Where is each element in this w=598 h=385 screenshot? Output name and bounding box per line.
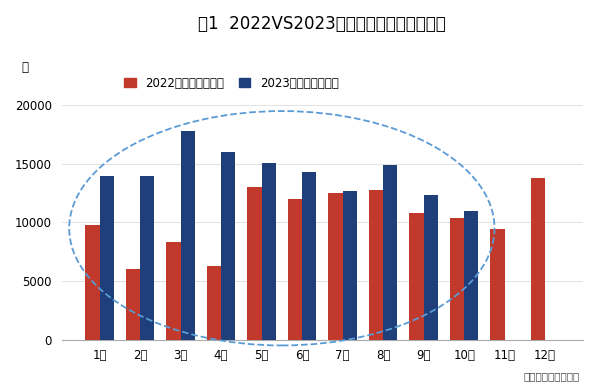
Bar [248,187,261,340]
Bar [328,193,343,340]
Bar [221,152,235,340]
Bar [181,131,195,340]
Text: 数据来源：隆众资讯: 数据来源：隆众资讯 [524,371,580,381]
Title: 图1  2022VS2023中国环氧树脂出口量对比: 图1 2022VS2023中国环氧树脂出口量对比 [199,15,446,33]
Bar [86,225,100,340]
Legend: 2022年出口量（吨）, 2023年出口量（吨）: 2022年出口量（吨）, 2023年出口量（吨） [124,77,338,90]
Bar [464,211,478,340]
Bar [207,266,221,340]
Bar [369,189,383,340]
Bar [531,178,545,340]
Bar [490,229,505,340]
Bar [288,199,302,340]
Bar [140,176,154,340]
Bar [383,165,397,340]
Bar [410,213,423,340]
Bar [450,218,464,340]
Bar [166,242,181,340]
Bar [343,191,357,340]
Bar [423,196,438,340]
Y-axis label: 吨: 吨 [22,61,29,74]
Bar [126,269,140,340]
Bar [100,176,114,340]
Bar [302,172,316,340]
Bar [261,162,276,340]
